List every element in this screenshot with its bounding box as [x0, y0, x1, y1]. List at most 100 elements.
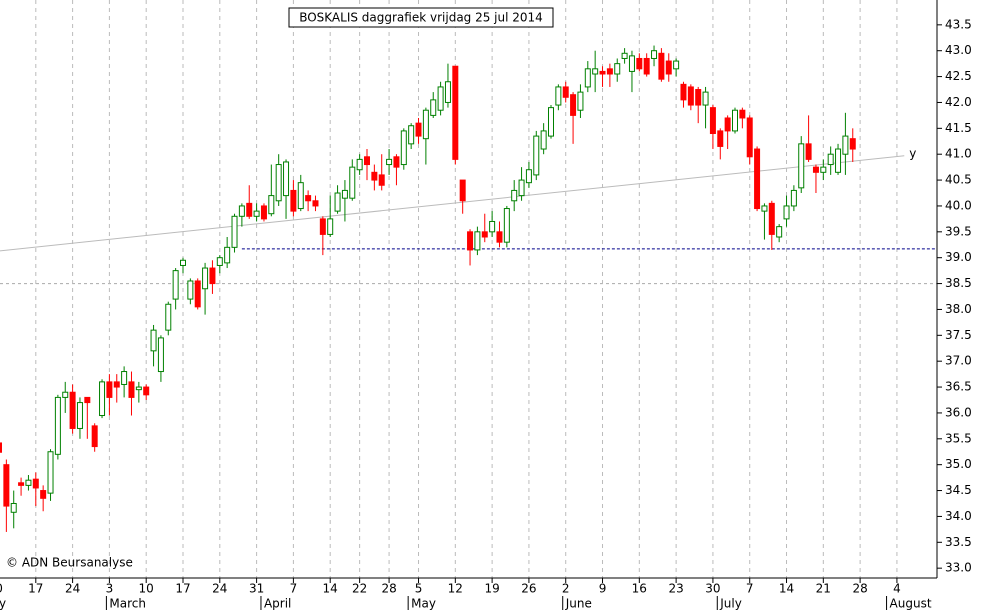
x-tick-label: 24 [212, 582, 227, 596]
y-tick-label: 34.5 [945, 483, 972, 497]
candle-body [25, 479, 32, 486]
candle-body [511, 189, 518, 202]
candle-body [761, 205, 768, 212]
y-tick-label: 37.0 [945, 354, 972, 368]
x-tick-label: 0 [0, 582, 3, 596]
candle-body [371, 171, 378, 181]
candle-body [327, 218, 334, 235]
candle-body [702, 91, 709, 106]
month-label: June [565, 597, 592, 610]
x-tick-label: 12 [448, 582, 463, 596]
candle-body [180, 259, 186, 266]
candle-body [54, 396, 61, 455]
x-tick-label: 7 [290, 582, 298, 596]
candle-body [10, 502, 17, 513]
candle-body [290, 189, 297, 212]
candle-body [187, 280, 194, 300]
candle-body [32, 478, 39, 489]
candle-body [386, 158, 393, 166]
candle-body [312, 200, 319, 207]
candle-body [437, 86, 444, 111]
candle-body [474, 231, 481, 251]
x-tick-label: 14 [323, 582, 338, 596]
y-tick-label: 40.5 [945, 173, 972, 187]
candle-body [341, 189, 348, 199]
candle-body [835, 148, 842, 173]
x-tick-label: 28 [381, 582, 396, 596]
candle-body [452, 65, 459, 160]
trend-line [0, 155, 905, 252]
candle-body [209, 267, 216, 285]
x-tick-label: 14 [779, 582, 794, 596]
x-tick-label: 4 [893, 582, 901, 596]
month-label: y [0, 597, 6, 610]
candle-body [481, 231, 488, 238]
candle-body [614, 63, 621, 75]
candle-body [334, 192, 341, 212]
y-tick-label: 33.0 [945, 561, 972, 575]
candle-body [349, 166, 356, 199]
candle-body [364, 156, 370, 166]
candle-body [305, 195, 312, 202]
candle-body [621, 52, 628, 59]
candle-body [275, 164, 282, 202]
candle-body [47, 451, 54, 494]
candle-body [518, 179, 525, 197]
candle-body [503, 208, 510, 243]
y-tick-label: 38.0 [945, 302, 972, 316]
candle-body [393, 156, 400, 168]
candle-body [246, 202, 253, 217]
y-tick-label: 43.0 [945, 43, 972, 57]
x-tick-label: 21 [816, 582, 831, 596]
x-tick-label: 3 [106, 582, 114, 596]
candle-body [790, 189, 797, 207]
y-tick-label: 36.5 [945, 380, 972, 394]
x-tick-label: 7 [746, 582, 754, 596]
month-label: August [890, 597, 932, 610]
candle-body [400, 130, 407, 166]
candle-body [525, 169, 532, 184]
candle-body [496, 231, 503, 243]
candle-body [157, 337, 164, 373]
y-tick-label: 38.5 [945, 276, 972, 290]
candle-body [0, 442, 2, 453]
y-tick-label: 34.0 [945, 509, 972, 523]
y-tick-label: 41.5 [945, 121, 972, 135]
candle-body [128, 381, 135, 398]
candle-body [143, 386, 150, 396]
y-tick-label: 36.0 [945, 405, 972, 419]
x-tick-label: 2 [562, 582, 570, 596]
x-tick-label: 17 [28, 582, 43, 596]
x-tick-label: 30 [705, 582, 720, 596]
candle-body [768, 202, 775, 235]
candle-body [113, 381, 120, 388]
candle-body [422, 109, 429, 140]
candle-body [540, 130, 547, 150]
candle-body [687, 86, 694, 106]
candle-body [584, 68, 591, 88]
title-box [288, 7, 554, 28]
candle-body [739, 109, 746, 119]
candle-body [717, 130, 724, 147]
marks-layer [0, 45, 856, 532]
candle-body [842, 135, 849, 155]
month-label: April [264, 597, 291, 610]
x-tick-label: 19 [484, 582, 499, 596]
x-tick-label: 16 [632, 582, 647, 596]
candle-body [849, 138, 856, 150]
candle-body [202, 267, 209, 290]
candle-body [592, 68, 599, 75]
candle-body [76, 402, 83, 429]
candle-body [805, 143, 812, 160]
candle-body [121, 371, 128, 385]
copyright: © ADN Beursanalyse [6, 556, 133, 570]
candle-body [268, 195, 275, 215]
candle-body [415, 122, 422, 137]
candle-body [99, 381, 106, 417]
y-tick-label: 43.5 [945, 17, 972, 31]
candle-body [150, 329, 157, 352]
candle-body [194, 280, 201, 308]
x-tick-label: 28 [852, 582, 867, 596]
candle-body [577, 91, 584, 111]
